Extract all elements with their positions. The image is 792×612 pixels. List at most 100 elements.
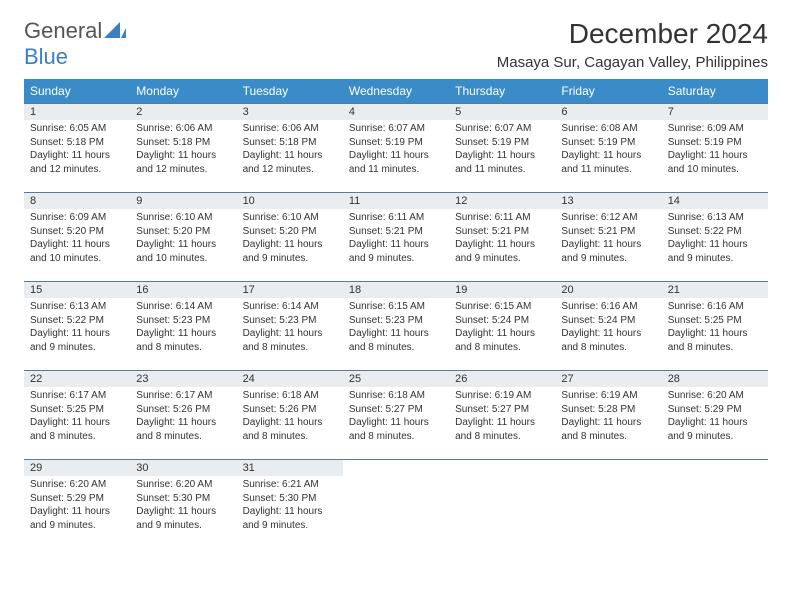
daylight-text: Daylight: 11 hours: [243, 327, 337, 341]
sunset-text: Sunset: 5:21 PM: [455, 225, 549, 239]
header: General Blue December 2024 Masaya Sur, C…: [24, 18, 768, 71]
day-body-cell: Sunrise: 6:16 AMSunset: 5:24 PMDaylight:…: [555, 298, 661, 370]
sunrise-text: Sunrise: 6:16 AM: [668, 300, 762, 314]
daylight-text: Daylight: 11 hours: [243, 505, 337, 519]
sunset-text: Sunset: 5:18 PM: [243, 136, 337, 150]
day-body-cell: Sunrise: 6:09 AMSunset: 5:19 PMDaylight:…: [662, 120, 768, 192]
daylight-text: and 10 minutes.: [668, 163, 762, 177]
daylight-text: Daylight: 11 hours: [349, 238, 443, 252]
sunrise-text: Sunrise: 6:10 AM: [243, 211, 337, 225]
day-body-cell: [662, 476, 768, 548]
day-body-cell: Sunrise: 6:06 AMSunset: 5:18 PMDaylight:…: [130, 120, 236, 192]
daylight-text: and 9 minutes.: [349, 252, 443, 266]
day-number-cell: 19: [449, 281, 555, 298]
daylight-text: Daylight: 11 hours: [561, 149, 655, 163]
day-number-cell: 17: [237, 281, 343, 298]
daylight-text: Daylight: 11 hours: [455, 416, 549, 430]
daylight-text: Daylight: 11 hours: [561, 327, 655, 341]
day-body-cell: Sunrise: 6:10 AMSunset: 5:20 PMDaylight:…: [130, 209, 236, 281]
sunrise-text: Sunrise: 6:18 AM: [243, 389, 337, 403]
day-number-cell: 30: [130, 459, 236, 476]
sunset-text: Sunset: 5:19 PM: [561, 136, 655, 150]
day-body-cell: Sunrise: 6:14 AMSunset: 5:23 PMDaylight:…: [237, 298, 343, 370]
sunset-text: Sunset: 5:19 PM: [668, 136, 762, 150]
daylight-text: and 8 minutes.: [455, 430, 549, 444]
sunset-text: Sunset: 5:21 PM: [561, 225, 655, 239]
daylight-text: Daylight: 11 hours: [668, 327, 762, 341]
daylight-text: and 11 minutes.: [455, 163, 549, 177]
sunrise-text: Sunrise: 6:20 AM: [136, 478, 230, 492]
day-number-cell: 22: [24, 370, 130, 387]
sunrise-text: Sunrise: 6:15 AM: [455, 300, 549, 314]
day-body-cell: Sunrise: 6:09 AMSunset: 5:20 PMDaylight:…: [24, 209, 130, 281]
sunset-text: Sunset: 5:26 PM: [243, 403, 337, 417]
daylight-text: Daylight: 11 hours: [561, 238, 655, 252]
daylight-text: and 8 minutes.: [30, 430, 124, 444]
sunrise-text: Sunrise: 6:09 AM: [668, 122, 762, 136]
day-number-cell: 23: [130, 370, 236, 387]
daylight-text: and 8 minutes.: [136, 430, 230, 444]
day-number-cell: 16: [130, 281, 236, 298]
sunrise-text: Sunrise: 6:05 AM: [30, 122, 124, 136]
daylight-text: and 10 minutes.: [30, 252, 124, 266]
day-number-cell: 21: [662, 281, 768, 298]
day-number-row: 891011121314: [24, 192, 768, 209]
daylight-text: Daylight: 11 hours: [136, 505, 230, 519]
day-number-cell: 9: [130, 192, 236, 209]
daylight-text: Daylight: 11 hours: [243, 149, 337, 163]
sunrise-text: Sunrise: 6:14 AM: [136, 300, 230, 314]
daylight-text: and 8 minutes.: [349, 341, 443, 355]
day-number-cell: 15: [24, 281, 130, 298]
day-number-cell: 11: [343, 192, 449, 209]
daylight-text: Daylight: 11 hours: [30, 327, 124, 341]
sunrise-text: Sunrise: 6:06 AM: [243, 122, 337, 136]
weekday-header: Tuesday: [237, 79, 343, 103]
weekday-header: Friday: [555, 79, 661, 103]
daylight-text: Daylight: 11 hours: [349, 327, 443, 341]
daylight-text: Daylight: 11 hours: [668, 416, 762, 430]
sunrise-text: Sunrise: 6:07 AM: [349, 122, 443, 136]
day-number-cell: 12: [449, 192, 555, 209]
day-body-cell: [555, 476, 661, 548]
sunrise-text: Sunrise: 6:06 AM: [136, 122, 230, 136]
daylight-text: Daylight: 11 hours: [349, 149, 443, 163]
day-number-cell: 6: [555, 103, 661, 120]
sunrise-text: Sunrise: 6:15 AM: [349, 300, 443, 314]
sunrise-text: Sunrise: 6:16 AM: [561, 300, 655, 314]
day-number-row: 293031: [24, 459, 768, 476]
daylight-text: and 9 minutes.: [136, 519, 230, 533]
sunset-text: Sunset: 5:19 PM: [455, 136, 549, 150]
sunset-text: Sunset: 5:26 PM: [136, 403, 230, 417]
daylight-text: Daylight: 11 hours: [561, 416, 655, 430]
daylight-text: and 12 minutes.: [243, 163, 337, 177]
day-body-row: Sunrise: 6:13 AMSunset: 5:22 PMDaylight:…: [24, 298, 768, 370]
title-block: December 2024 Masaya Sur, Cagayan Valley…: [497, 18, 768, 71]
day-number-cell: 1: [24, 103, 130, 120]
daylight-text: Daylight: 11 hours: [668, 238, 762, 252]
logo: General Blue: [24, 18, 126, 70]
day-body-cell: Sunrise: 6:11 AMSunset: 5:21 PMDaylight:…: [343, 209, 449, 281]
day-body-cell: Sunrise: 6:17 AMSunset: 5:25 PMDaylight:…: [24, 387, 130, 459]
location-subtitle: Masaya Sur, Cagayan Valley, Philippines: [497, 54, 768, 71]
day-number-row: 22232425262728: [24, 370, 768, 387]
day-number-cell: 8: [24, 192, 130, 209]
logo-sail-icon: [104, 22, 126, 43]
day-body-cell: Sunrise: 6:20 AMSunset: 5:30 PMDaylight:…: [130, 476, 236, 548]
sunrise-text: Sunrise: 6:13 AM: [668, 211, 762, 225]
sunrise-text: Sunrise: 6:14 AM: [243, 300, 337, 314]
sunset-text: Sunset: 5:18 PM: [30, 136, 124, 150]
daylight-text: and 9 minutes.: [30, 519, 124, 533]
weekday-header: Wednesday: [343, 79, 449, 103]
sunset-text: Sunset: 5:18 PM: [136, 136, 230, 150]
sunset-text: Sunset: 5:30 PM: [243, 492, 337, 506]
daylight-text: and 8 minutes.: [455, 341, 549, 355]
day-body-row: Sunrise: 6:17 AMSunset: 5:25 PMDaylight:…: [24, 387, 768, 459]
sunset-text: Sunset: 5:24 PM: [455, 314, 549, 328]
sunrise-text: Sunrise: 6:08 AM: [561, 122, 655, 136]
day-number-cell: 10: [237, 192, 343, 209]
day-body-cell: Sunrise: 6:07 AMSunset: 5:19 PMDaylight:…: [343, 120, 449, 192]
day-body-cell: Sunrise: 6:17 AMSunset: 5:26 PMDaylight:…: [130, 387, 236, 459]
day-number-cell: [343, 459, 449, 476]
daylight-text: and 8 minutes.: [243, 430, 337, 444]
day-body-cell: [343, 476, 449, 548]
